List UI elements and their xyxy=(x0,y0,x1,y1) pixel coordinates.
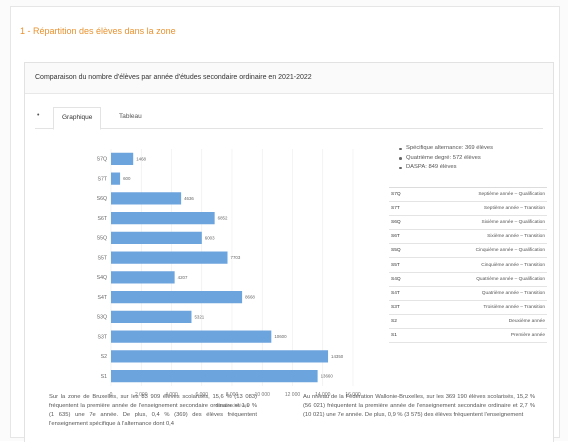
desc-cell: Deuxième année xyxy=(415,314,547,329)
bar xyxy=(111,231,202,244)
bar-value-label: 6003 xyxy=(205,235,215,240)
desc-cell: Septième année – Qualification xyxy=(415,187,547,203)
bar-chart: 0 2 000 4 000 6 000 8 000 10 000 12 000 14 000 1… xyxy=(69,141,369,421)
bar xyxy=(111,152,134,165)
desc-cell: Quatrième année – Qualification xyxy=(415,272,547,287)
table-row: S4T Quatrième année – Transition xyxy=(389,286,547,301)
code-cell: S2 xyxy=(389,314,415,329)
code-cell: S6Q xyxy=(389,215,415,231)
tab-bar: • Graphique Tableau xyxy=(35,106,543,130)
bar-value-label: 7703 xyxy=(231,255,241,260)
x-tick-label: 2 000 xyxy=(135,392,148,398)
bar-value-label: 5321 xyxy=(194,314,204,319)
code-cell: S6T xyxy=(389,229,415,245)
y-category-label: S2 xyxy=(101,354,107,360)
tab-tableau[interactable]: Tableau xyxy=(119,113,142,120)
bar xyxy=(111,350,329,363)
bar-value-label: 1468 xyxy=(136,156,146,161)
code-cell: S4Q xyxy=(389,272,415,287)
bar xyxy=(111,370,318,383)
x-tick-label: 14 000 xyxy=(315,392,331,398)
summary-paragraph-federation: Au niveau de la Fédération Wallonie-Brux… xyxy=(303,394,535,418)
x-tick-label: 4 000 xyxy=(165,392,178,398)
table-row: S6T Sixième année – Transition xyxy=(389,229,547,245)
y-category-label: S5T xyxy=(97,255,107,261)
desc-cell: Sixième année – Transition xyxy=(415,229,547,245)
bar-value-label: 4207 xyxy=(178,275,188,280)
table-row: S6Q Sixième année – Qualification xyxy=(389,215,547,231)
x-tick-label: 6 000 xyxy=(195,392,208,398)
bar-value-label: 14350 xyxy=(331,354,344,359)
x-axis-title: Nombre d'élèves xyxy=(216,403,250,408)
summary-paragraph-zone: Sur la zone de Bruxelles, sur les 83 909… xyxy=(49,394,257,427)
y-category-label: S3T xyxy=(97,334,107,340)
x-tick-label: 8 000 xyxy=(226,392,239,398)
section-title: 1 - Répartition des élèves dans la zone xyxy=(20,26,176,36)
note-item: DASPA: 849 élèves xyxy=(398,163,548,173)
desc-cell: Sixième année – Qualification xyxy=(415,215,547,231)
card-header: Comparaison du nombre d'élèves par année… xyxy=(25,63,553,94)
y-category-label: S5Q xyxy=(97,236,107,242)
bar-value-label: 10600 xyxy=(274,334,287,339)
y-category-label: S7Q xyxy=(97,157,107,163)
table-row: S5T Cinquième année – Transition xyxy=(389,257,547,273)
y-category-label: S3Q xyxy=(97,315,107,321)
note-item: Quatrième degré: 572 élèves xyxy=(398,154,548,164)
bar-value-label: 4636 xyxy=(184,196,194,201)
bar-value-label: 600 xyxy=(123,176,131,181)
code-cell: S7Q xyxy=(389,187,415,203)
code-cell: S7T xyxy=(389,201,415,217)
y-category-label: S1 xyxy=(101,374,107,380)
code-cell: S1 xyxy=(389,328,415,344)
bar xyxy=(111,291,243,304)
tab-graphique[interactable]: Graphique xyxy=(53,107,102,130)
notes-list: Spécifique alternance: 369 élèves Quatri… xyxy=(398,144,548,173)
desc-cell: Cinquième année – Qualification xyxy=(415,243,547,259)
bar xyxy=(111,212,215,225)
y-category-label: S4Q xyxy=(97,275,107,281)
bar xyxy=(111,192,182,205)
bar xyxy=(111,330,272,343)
table-row: S7Q Septième année – Qualification xyxy=(389,187,547,203)
y-category-label: S6Q xyxy=(97,196,107,202)
x-tick-label: 0 xyxy=(110,392,113,398)
bar xyxy=(111,271,175,284)
bar-value-label: 6852 xyxy=(218,216,228,221)
bar xyxy=(111,251,228,264)
table-row: S1 Première année xyxy=(389,328,547,344)
chart-card: Comparaison du nombre d'élèves par année… xyxy=(24,62,554,442)
x-tick-label: 12 000 xyxy=(285,392,301,398)
y-category-label: S4T xyxy=(97,295,107,301)
table-row: S2 Deuxième année xyxy=(389,314,547,329)
bar-value-label: 8668 xyxy=(245,295,255,300)
y-category-label: S6T xyxy=(97,216,107,222)
desc-cell: Septième année – Transition xyxy=(415,201,547,217)
code-legend-table: S7Q Septième année – Qualification S7T Sep… xyxy=(389,187,547,344)
code-cell: S5Q xyxy=(389,243,415,259)
table-row: S7T Septième année – Transition xyxy=(389,201,547,217)
bar xyxy=(111,310,192,323)
bar-value-label: 13660 xyxy=(321,374,334,379)
y-category-label: S7T xyxy=(97,176,107,182)
code-cell: S5T xyxy=(389,257,415,273)
x-tick-label: 10 000 xyxy=(255,392,271,398)
x-tick-label: 16 000 xyxy=(345,392,361,398)
desc-cell: Première année xyxy=(415,328,547,344)
desc-cell: Cinquième année – Transition xyxy=(415,257,547,273)
tab-bullet-icon: • xyxy=(37,112,40,119)
desc-cell: Troisième année – Transition xyxy=(415,300,547,315)
note-item: Spécifique alternance: 369 élèves xyxy=(398,144,548,154)
table-row: S4Q Quatrième année – Qualification xyxy=(389,272,547,287)
desc-cell: Quatrième année – Transition xyxy=(415,286,547,301)
table-row: S3T Troisième année – Transition xyxy=(389,300,547,315)
bar xyxy=(111,172,121,185)
bar-chart-svg: 0 2 000 4 000 6 000 8 000 10 000 12 000 14 000 1… xyxy=(97,149,361,408)
card-title: Comparaison du nombre d'élèves par année… xyxy=(35,74,312,81)
code-cell: S3T xyxy=(389,300,415,315)
code-cell: S4T xyxy=(389,286,415,301)
table-row: S5Q Cinquième année – Qualification xyxy=(389,243,547,259)
